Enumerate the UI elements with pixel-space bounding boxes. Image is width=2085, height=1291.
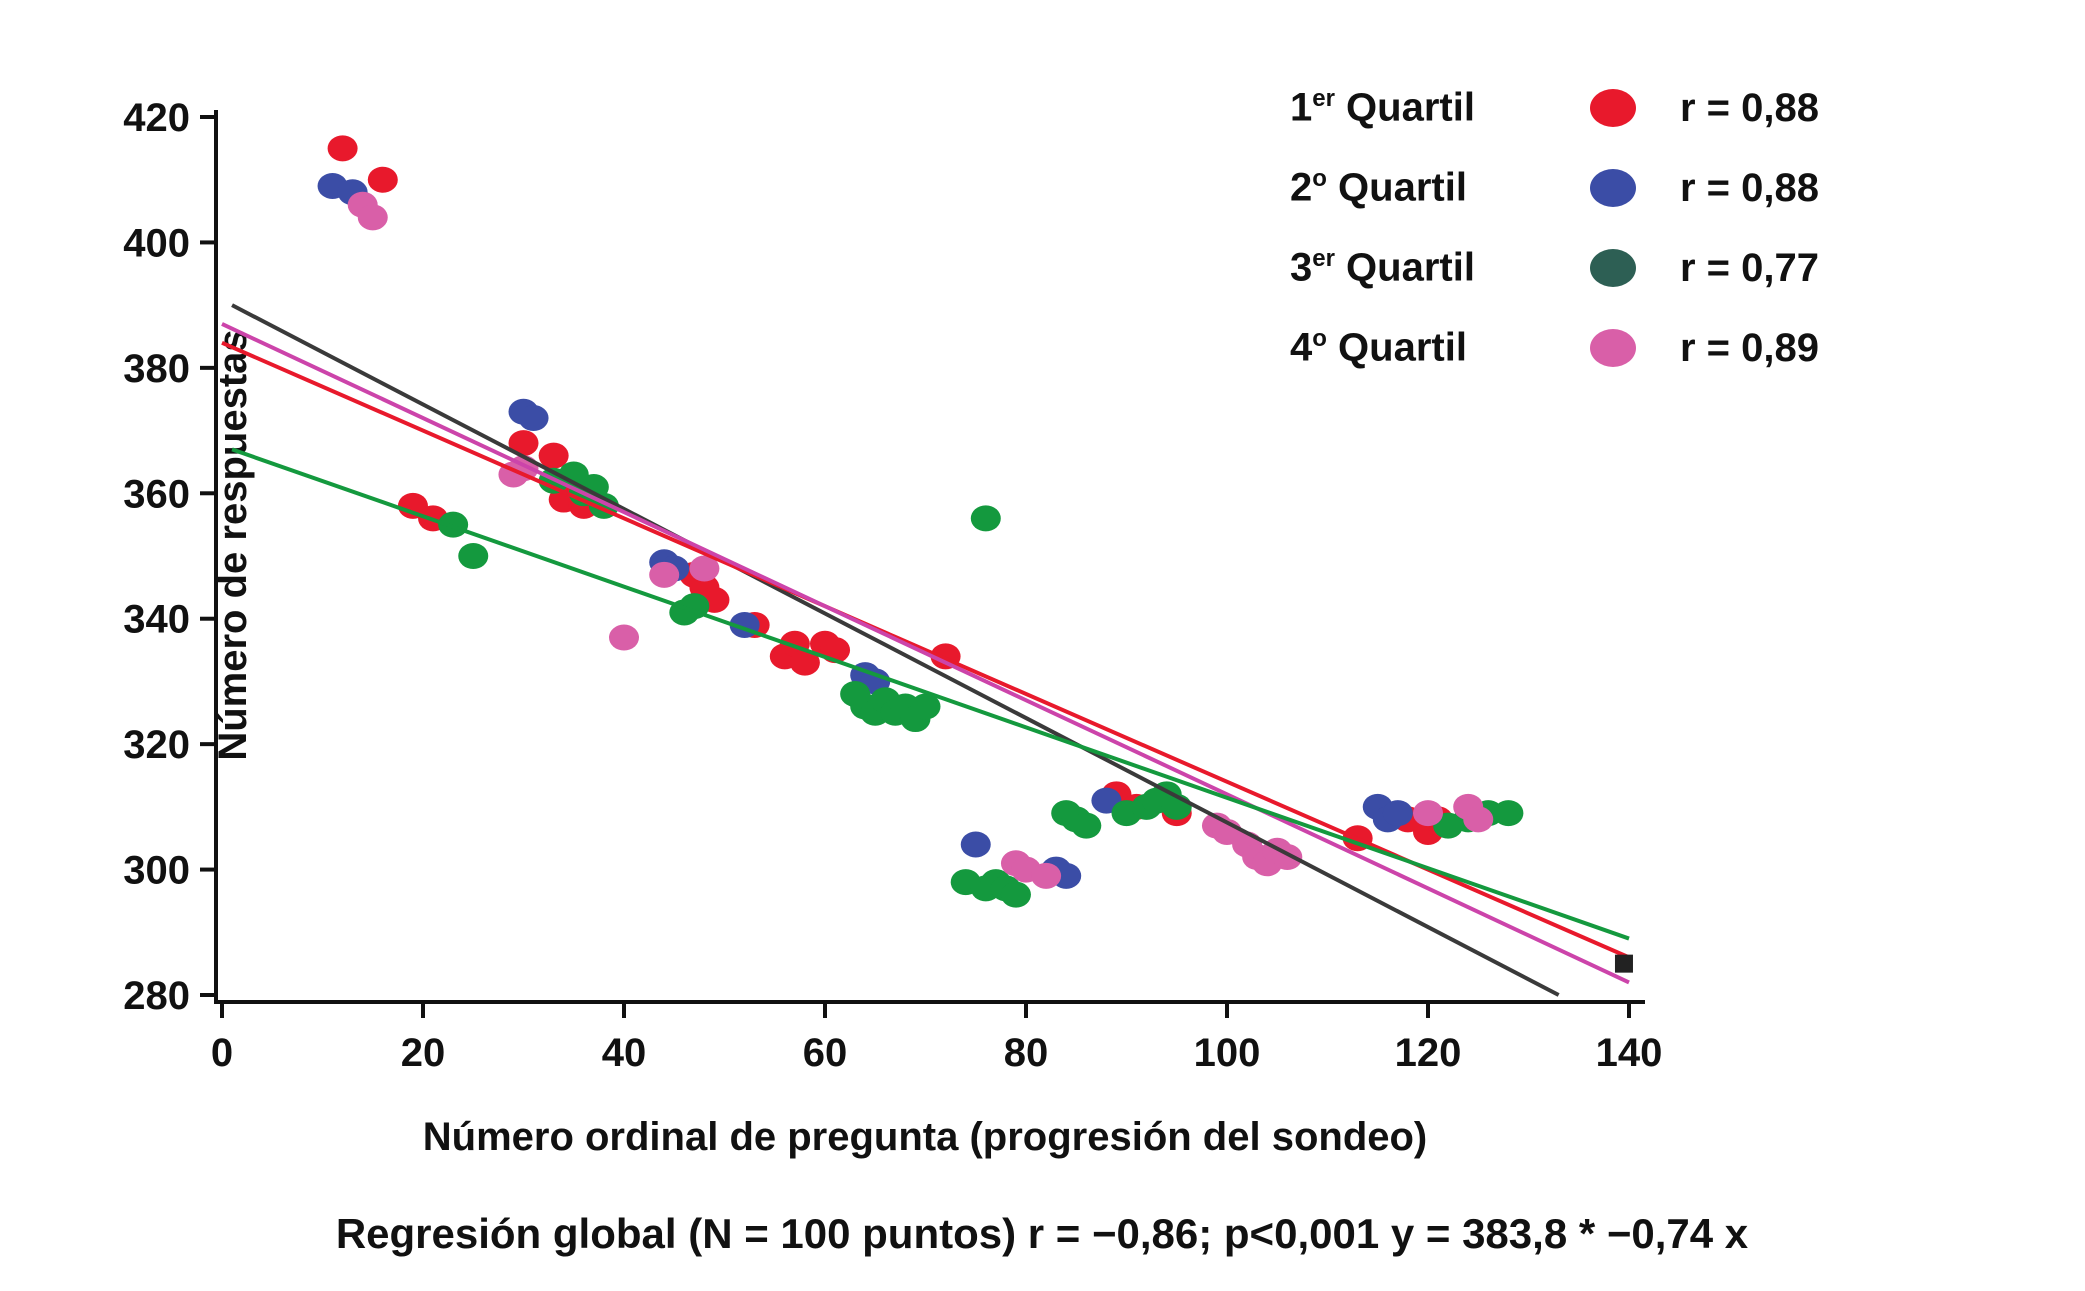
- data-point: [1463, 806, 1494, 833]
- data-point: [538, 442, 569, 469]
- y-tick-label: 340: [123, 598, 190, 642]
- y-tick-label: 280: [123, 974, 190, 1018]
- regression-line-global: [231, 303, 1560, 997]
- y-tick-label: 380: [123, 347, 190, 391]
- axis-spine: [214, 110, 1645, 1004]
- legend-swatch-green: [1590, 249, 1636, 287]
- data-point: [1071, 812, 1102, 839]
- x-tick-label: 20: [401, 1031, 446, 1075]
- legend-label: 4o Quartil: [1290, 325, 1467, 370]
- data-point: [327, 135, 358, 162]
- legend-r-value: r = 0,88: [1680, 165, 1820, 210]
- data-point: [1413, 800, 1443, 827]
- x-tick-label: 0: [211, 1031, 233, 1075]
- y-tick-label: 360: [123, 472, 190, 516]
- legend-item-quartil-2: 2o Quartil r = 0,88: [1290, 148, 1819, 228]
- regression-caption: Regresión global (N = 100 puntos) r = −0…: [335, 1210, 1749, 1257]
- data-point: [1000, 881, 1031, 908]
- data-point: [1031, 862, 1062, 889]
- legend-swatch-blue: [1590, 169, 1636, 207]
- data-point: [609, 624, 639, 651]
- data-point: [367, 166, 398, 193]
- legend-item-quartil-4: 4o Quartil r = 0,89: [1290, 308, 1819, 388]
- data-point: [458, 543, 489, 569]
- x-tick-label: 140: [1596, 1031, 1663, 1075]
- x-tick-label: 80: [1004, 1031, 1049, 1075]
- end-marker: [1614, 954, 1633, 973]
- y-tick-label: 300: [123, 849, 190, 893]
- x-tick-label: 120: [1395, 1031, 1462, 1075]
- legend-r-value: r = 0,88: [1680, 85, 1820, 130]
- chart-legend: 1er Quartil r = 0,88 2o Quartil r = 0,88…: [1290, 68, 1819, 388]
- data-point: [970, 505, 1001, 532]
- legend-label: 1er Quartil: [1290, 85, 1475, 130]
- regression-line-quartil-4: [221, 322, 1630, 985]
- x-tick-label: 100: [1194, 1031, 1261, 1075]
- legend-label: 2o Quartil: [1290, 165, 1467, 210]
- x-tick-label: 40: [602, 1031, 647, 1075]
- legend-r-value: r = 0,89: [1680, 325, 1820, 370]
- legend-item-quartil-1: 1er Quartil r = 0,88: [1290, 68, 1819, 148]
- data-point: [789, 649, 820, 676]
- data-point: [518, 405, 549, 432]
- y-tick-label: 320: [123, 723, 190, 767]
- data-point: [1382, 800, 1413, 827]
- data-point: [689, 555, 720, 582]
- data-point: [357, 204, 388, 231]
- x-tick-label: 60: [803, 1031, 848, 1075]
- legend-swatch-pink: [1590, 329, 1636, 367]
- y-tick-label: 400: [123, 221, 190, 265]
- data-point: [1493, 800, 1524, 827]
- y-tick-label: 420: [123, 96, 190, 140]
- data-point: [508, 430, 539, 457]
- regression-line-quartil-3: [231, 447, 1630, 941]
- data-point: [910, 693, 941, 720]
- legend-swatch-red: [1590, 89, 1636, 127]
- legend-r-value: r = 0,77: [1680, 245, 1820, 290]
- legend-item-quartil-3: 3er Quartil r = 0,77: [1290, 228, 1819, 308]
- legend-label: 3er Quartil: [1290, 245, 1475, 290]
- data-point: [960, 831, 991, 858]
- x-axis-title: Número ordinal de pregunta (progresión d…: [422, 1115, 1428, 1159]
- data-point: [649, 561, 680, 588]
